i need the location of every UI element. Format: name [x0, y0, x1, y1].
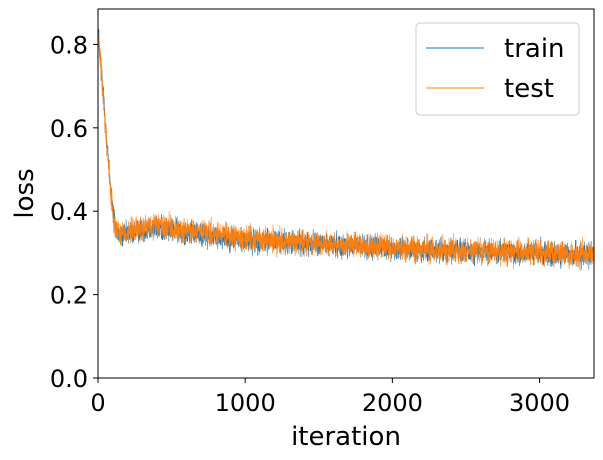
legend-box	[415, 22, 580, 116]
x-tick-label: 0	[90, 389, 105, 417]
series-layer	[97, 27, 595, 271]
series-line-test	[97, 35, 595, 270]
axes-frame	[97, 8, 595, 379]
x-tick-label: 1000	[215, 389, 276, 417]
plot-area	[97, 8, 595, 379]
x-axis-ticks: 0 1000 2000 3000	[90, 378, 570, 417]
y-tick-label: 0.6	[50, 115, 88, 143]
y-tick-label: 0.4	[50, 198, 88, 226]
x-axis-label: iteration	[291, 422, 401, 452]
legend: train test	[415, 22, 580, 116]
y-tick-label: 0.2	[50, 282, 88, 310]
y-axis-ticks: 0.0 0.2 0.4 0.6 0.8	[50, 31, 98, 393]
x-tick-label: 3000	[509, 389, 570, 417]
y-tick-label: 0.8	[50, 31, 88, 59]
legend-label-test: test	[504, 74, 554, 104]
y-tick-label: 0.0	[50, 365, 88, 393]
y-axis-label: loss	[10, 168, 40, 218]
x-tick-label: 2000	[362, 389, 423, 417]
legend-label-train: train	[504, 34, 565, 64]
